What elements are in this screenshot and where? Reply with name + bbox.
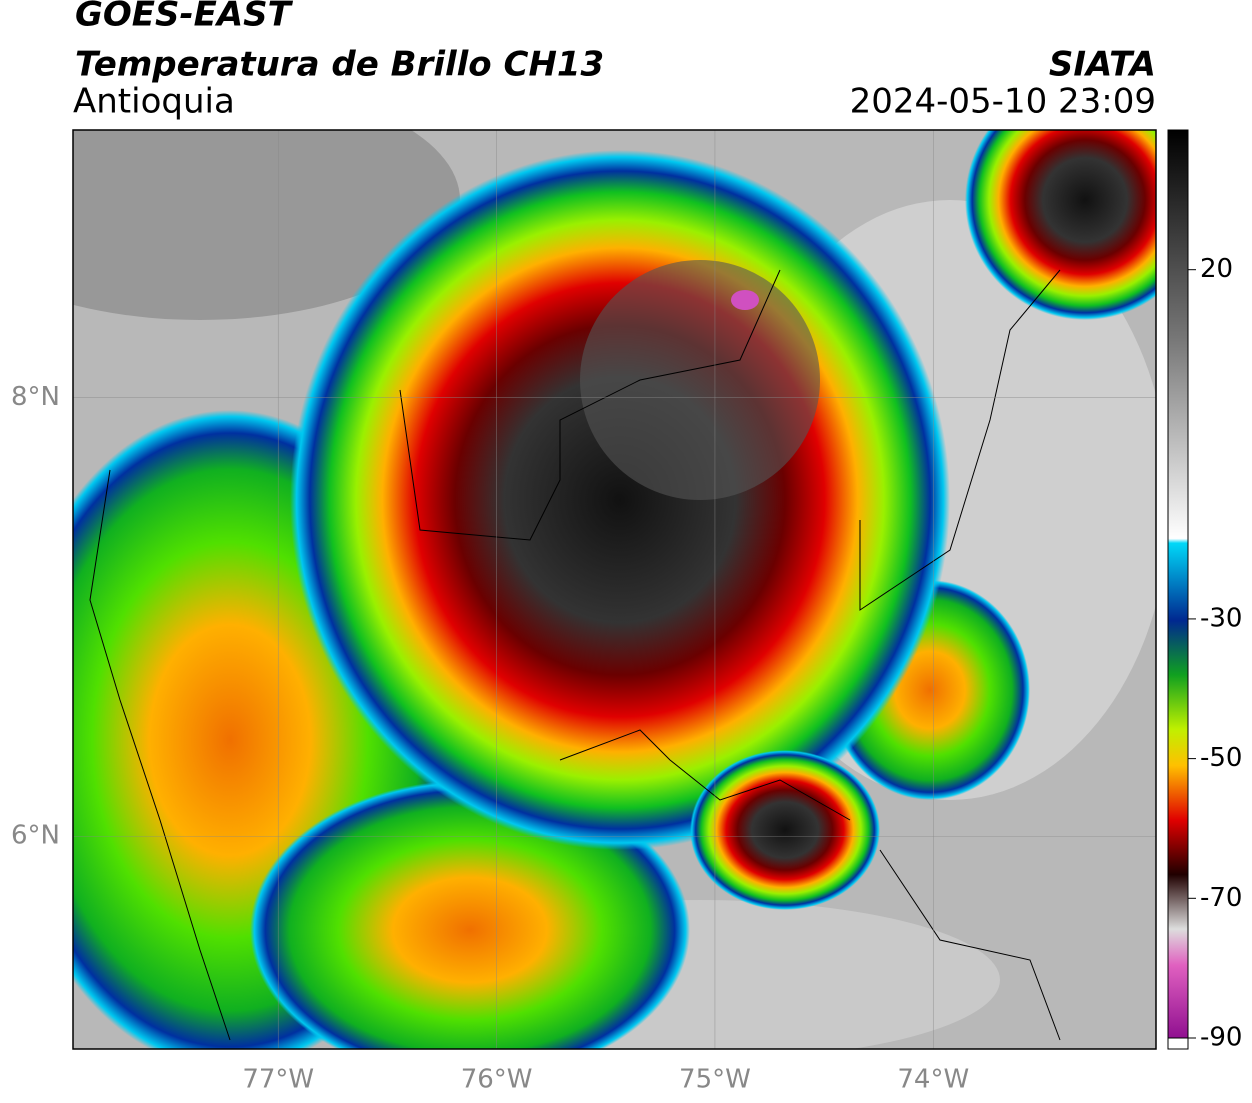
colorbar-tick-label: -50 xyxy=(1200,743,1242,773)
lat-tick-label: 8°N xyxy=(11,382,60,412)
colorbar-tick-label: -70 xyxy=(1200,883,1242,913)
lon-tick-label: 75°W xyxy=(679,1065,751,1095)
colorbar-tick-label: -30 xyxy=(1200,603,1242,633)
grid xyxy=(73,130,1156,1049)
region: Antioquia xyxy=(73,82,235,122)
colorbar-tick-label: 20 xyxy=(1200,254,1233,284)
satellite-image xyxy=(73,130,1156,1049)
lon-tick-label: 74°W xyxy=(897,1065,969,1095)
subtitle: Temperatura de Brillo CH13 xyxy=(75,45,604,85)
title: GOES-EAST xyxy=(75,0,294,35)
colorbar-tick-label: -90 xyxy=(1200,1023,1242,1053)
colorbar-under xyxy=(1167,1037,1189,1050)
source: SIATA xyxy=(1049,45,1156,85)
lon-tick-label: 77°W xyxy=(242,1065,314,1095)
colorbar xyxy=(1167,129,1189,1039)
borders xyxy=(89,269,1061,1041)
datetime: 2024-05-10 23:09 xyxy=(850,82,1156,122)
lon-tick-label: 76°W xyxy=(461,1065,533,1095)
lat-tick-label: 6°N xyxy=(11,821,60,851)
map-frame xyxy=(72,129,1157,1050)
